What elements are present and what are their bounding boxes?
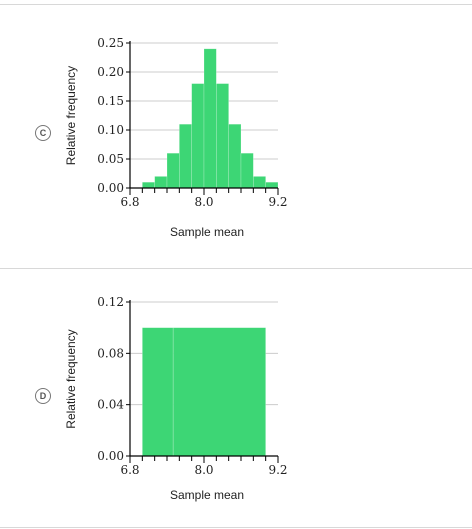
y-tick-label: 0.12 xyxy=(97,295,124,309)
middle-divider xyxy=(0,268,472,269)
choice-d-letter: D xyxy=(39,391,47,401)
x-tick-label: 6.8 xyxy=(120,463,139,477)
y-tick-label: 0.20 xyxy=(97,65,124,79)
y-tick-label: 0.00 xyxy=(97,449,124,463)
x-tick-label: 9.2 xyxy=(268,463,287,477)
x-axis-label: Sample mean xyxy=(170,488,244,502)
y-tick-label: 0.25 xyxy=(97,36,124,50)
x-axis-label: Sample mean xyxy=(170,225,244,239)
bottom-divider xyxy=(0,527,472,528)
y-axis-label: Relative frequency xyxy=(64,329,78,428)
y-tick-label: 0.04 xyxy=(97,398,124,412)
x-tick-label: 8.0 xyxy=(194,463,213,477)
y-tick-label: 0.15 xyxy=(97,94,124,108)
choice-c-letter: C xyxy=(39,128,47,138)
choice-c-radio[interactable]: C xyxy=(35,125,51,141)
y-tick-label: 0.00 xyxy=(97,181,124,195)
y-tick-label: 0.10 xyxy=(97,123,124,137)
choice-d-radio[interactable]: D xyxy=(35,388,51,404)
x-tick-label: 8.0 xyxy=(194,195,213,209)
histogram-c: 0.00 0.05 0.10 0.15 0.20 0.25 6.8 8.0 9.2 Sample … xyxy=(64,36,288,239)
y-tick-label: 0.08 xyxy=(97,346,124,360)
top-divider xyxy=(0,4,472,5)
x-tick-label: 9.2 xyxy=(268,195,287,209)
y-axis-label: Relative frequency xyxy=(64,66,78,165)
x-tick-label: 6.8 xyxy=(120,195,139,209)
y-tick-label: 0.05 xyxy=(97,152,124,166)
histogram-bar xyxy=(172,327,266,457)
histogram-bar xyxy=(142,327,174,457)
